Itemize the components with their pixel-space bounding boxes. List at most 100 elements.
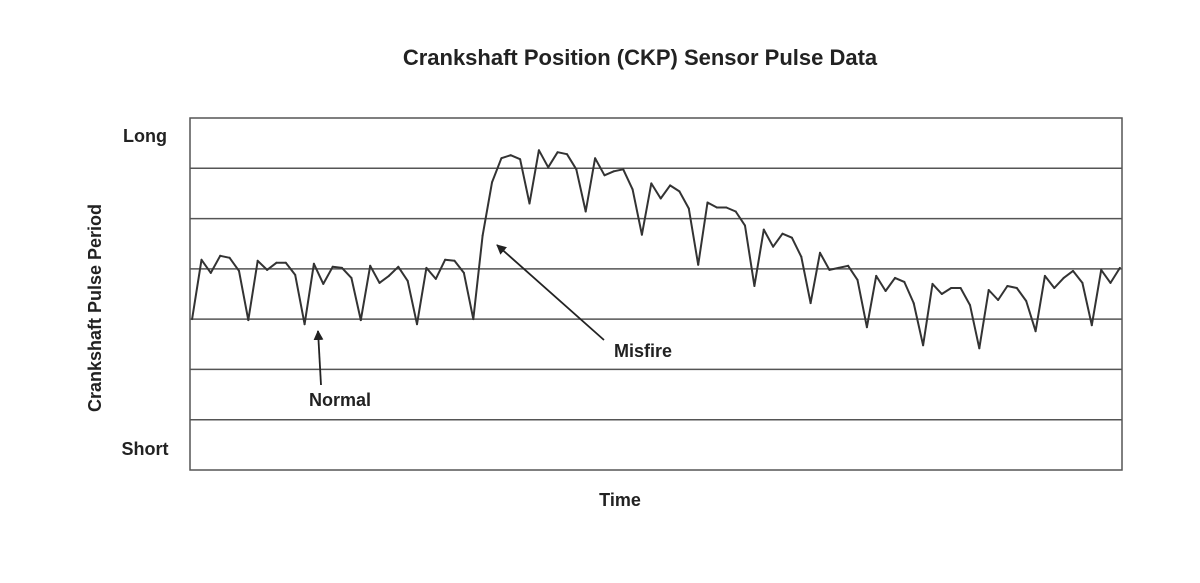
misfire-annotation-arrow — [496, 244, 605, 341]
data-point-57 — [725, 206, 728, 209]
data-point-6 — [247, 319, 250, 322]
y-axis-label: Crankshaft Pulse Period — [85, 204, 105, 412]
data-point-78 — [922, 344, 925, 347]
data-point-66 — [809, 302, 812, 305]
data-point-94 — [1072, 269, 1074, 272]
data-point-13 — [312, 262, 315, 265]
data-point-3 — [219, 254, 222, 257]
data-point-19 — [369, 264, 372, 267]
y-tick-label-short: Short — [122, 439, 169, 459]
data-point-69 — [837, 266, 840, 269]
data-point-91 — [1043, 274, 1046, 277]
data-point-29 — [462, 271, 465, 274]
misfire-annotation-label: Misfire — [614, 341, 672, 361]
data-point-11 — [294, 273, 297, 276]
data-point-17 — [350, 276, 353, 279]
data-point-45 — [612, 170, 615, 173]
data-point-2 — [209, 271, 212, 274]
data-point-36 — [528, 202, 531, 205]
data-point-0 — [191, 318, 194, 321]
data-point-58 — [734, 210, 737, 213]
data-point-85 — [987, 289, 990, 291]
data-point-72 — [865, 326, 868, 329]
data-point-30 — [472, 318, 475, 321]
data-point-62 — [772, 245, 775, 248]
data-point-95 — [1081, 281, 1084, 284]
data-point-40 — [566, 153, 568, 156]
normal-annotation-arrow — [313, 330, 324, 386]
data-point-43 — [594, 157, 597, 160]
data-point-9 — [275, 261, 278, 264]
data-point-99 — [1118, 266, 1121, 269]
data-point-75 — [894, 276, 896, 279]
data-point-35 — [519, 158, 522, 161]
data-point-86 — [997, 299, 1000, 301]
x-axis-label: Time — [599, 490, 641, 510]
data-point-84 — [978, 347, 981, 350]
data-point-44 — [603, 174, 606, 177]
data-point-5 — [238, 269, 240, 272]
data-point-49 — [650, 182, 653, 185]
y-tick-label-long: Long — [123, 126, 167, 146]
data-point-41 — [575, 168, 578, 171]
chart-title: Crankshaft Position (CKP) Sensor Pulse D… — [403, 45, 878, 70]
pulse-period-line — [191, 149, 1121, 350]
data-point-68 — [828, 268, 831, 271]
data-point-96 — [1090, 324, 1093, 327]
data-point-97 — [1100, 268, 1103, 271]
data-point-34 — [509, 154, 512, 157]
data-point-56 — [715, 206, 718, 209]
data-point-22 — [397, 265, 400, 268]
data-point-64 — [790, 236, 793, 239]
data-point-63 — [781, 232, 784, 235]
data-point-42 — [584, 210, 587, 213]
data-point-14 — [322, 282, 325, 285]
data-point-31 — [481, 234, 484, 237]
data-points — [191, 149, 1121, 350]
data-point-23 — [406, 279, 409, 282]
data-point-47 — [631, 188, 634, 191]
data-point-26 — [434, 277, 437, 280]
data-point-7 — [256, 259, 259, 262]
data-point-38 — [547, 166, 550, 169]
data-point-28 — [453, 259, 456, 262]
data-point-70 — [847, 264, 850, 267]
data-point-51 — [669, 184, 672, 187]
data-point-37 — [537, 149, 540, 152]
data-point-74 — [884, 290, 887, 292]
data-point-4 — [228, 256, 231, 259]
data-point-76 — [903, 280, 906, 283]
data-point-55 — [706, 201, 709, 204]
data-point-24 — [416, 323, 418, 326]
data-point-77 — [912, 302, 915, 305]
data-point-87 — [1006, 285, 1009, 287]
data-point-71 — [856, 278, 859, 281]
gridlines — [190, 167, 1122, 421]
data-point-18 — [359, 319, 362, 322]
data-point-27 — [444, 258, 447, 261]
data-point-15 — [331, 265, 334, 268]
data-point-53 — [687, 207, 690, 210]
data-point-8 — [266, 268, 269, 271]
data-point-32 — [491, 181, 493, 184]
data-point-67 — [819, 251, 821, 254]
data-point-65 — [800, 255, 803, 258]
data-point-16 — [341, 266, 343, 269]
data-point-33 — [500, 157, 503, 160]
data-point-10 — [284, 261, 287, 264]
data-point-79 — [931, 282, 934, 285]
data-point-20 — [378, 281, 381, 284]
data-point-21 — [387, 274, 390, 277]
data-point-92 — [1053, 287, 1056, 289]
data-point-48 — [640, 233, 643, 236]
data-point-50 — [659, 197, 662, 200]
data-point-81 — [950, 287, 953, 289]
data-point-82 — [959, 287, 962, 289]
data-point-93 — [1062, 276, 1065, 279]
data-point-80 — [940, 293, 943, 295]
data-point-59 — [744, 224, 746, 227]
data-point-83 — [969, 304, 971, 307]
data-point-46 — [622, 168, 625, 171]
data-point-1 — [200, 258, 203, 261]
